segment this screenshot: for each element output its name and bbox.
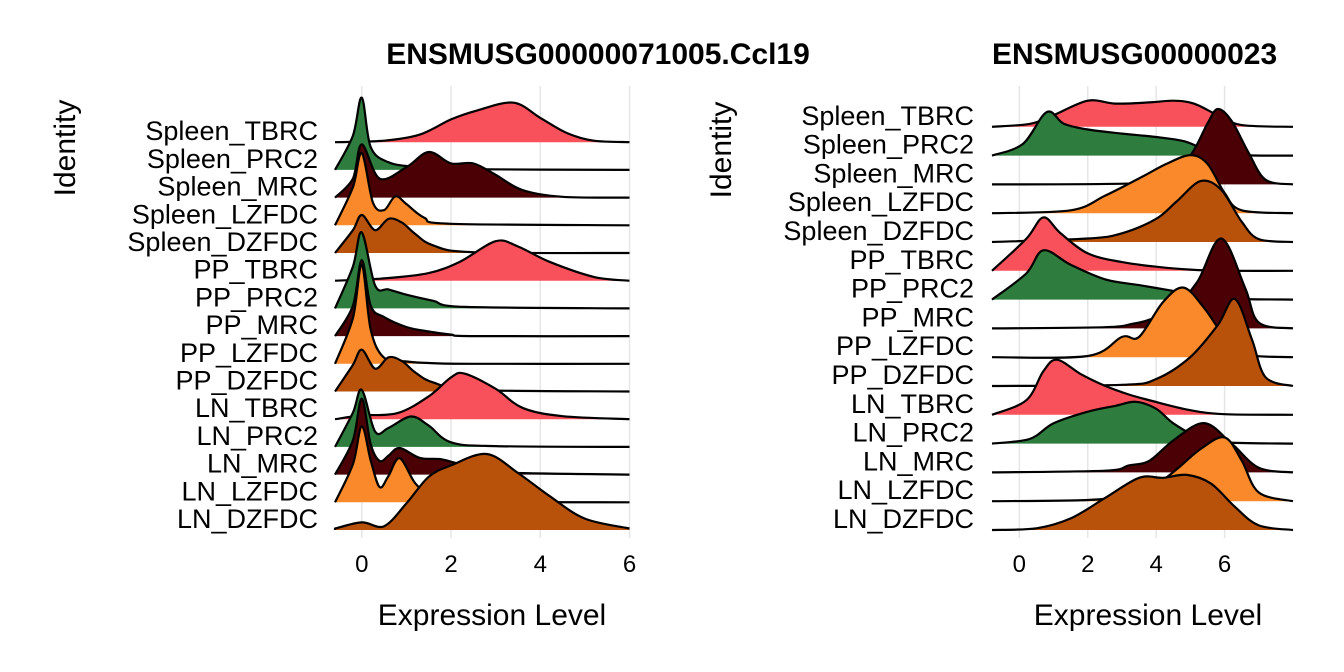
ridge-outline	[334, 213, 630, 255]
ridge-Spleen_MRC	[992, 108, 1293, 185]
ridge-outline	[991, 473, 1294, 532]
category-label: Spleen_PRC2	[803, 130, 974, 160]
category-label: Spleen_PRC2	[147, 144, 318, 174]
ridge-outline	[334, 371, 630, 421]
x-tick-label: 6	[1218, 551, 1231, 578]
x-tick-label: 2	[444, 551, 457, 578]
category-label: Spleen_TBRC	[145, 116, 318, 146]
category-label: Spleen_LZFDC	[132, 199, 318, 229]
category-label: PP_PRC2	[195, 282, 318, 312]
y-axis-label: Identity	[705, 102, 738, 199]
category-label: Spleen_DZFDC	[783, 216, 974, 246]
ridge-outline	[333, 231, 630, 310]
ridge-Spleen_PRC2	[992, 111, 1293, 156]
ridge-Spleen_DZFDC	[992, 180, 1293, 242]
ridge-outline	[991, 297, 1294, 388]
category-label: Spleen_LZFDC	[788, 187, 974, 217]
category-label: LN_PRC2	[852, 418, 974, 448]
ridge-outline	[991, 358, 1294, 416]
second-gene-panel: LN_DZFDCLN_LZFDCLN_MRCLN_PRC2LN_TBRCPP_D…	[705, 38, 1294, 632]
ridge-PP_TBRC	[992, 217, 1293, 271]
category-label: LN_TBRC	[851, 389, 974, 419]
ridge-PP_DZFDC	[335, 349, 630, 392]
x-tick-label: 6	[623, 551, 636, 578]
category-label: LN_MRC	[207, 449, 318, 479]
category-label: LN_TBRC	[195, 393, 318, 423]
category-label: PP_DZFDC	[831, 360, 974, 390]
ridge-LN_TBRC	[992, 359, 1293, 415]
ridge-LN_PRC2	[335, 389, 630, 447]
ridge-outline	[334, 101, 630, 144]
ridge-outline	[334, 239, 630, 282]
ridge-LN_DZFDC	[335, 453, 630, 530]
category-label: LN_LZFDC	[181, 476, 318, 506]
x-tick-label: 0	[1013, 551, 1026, 578]
x-tick-label: 4	[1150, 551, 1163, 578]
ridge-outline	[334, 151, 630, 227]
ridge-LN_DZFDC	[992, 474, 1293, 530]
ridge-LN_PRC2	[992, 401, 1293, 444]
ridge-outline	[991, 179, 1294, 244]
category-label: PP_PRC2	[851, 274, 974, 304]
category-label: Spleen_MRC	[813, 158, 974, 188]
chart-title: ENSMUSG00000071005.Ccl19	[386, 38, 810, 71]
chart-title: ENSMUSG00000023	[992, 38, 1277, 71]
category-label: LN_DZFDC	[833, 504, 974, 534]
ridge-PP_PRC2	[992, 250, 1293, 300]
category-label: PP_MRC	[861, 302, 974, 332]
y-axis-label: Identity	[49, 100, 82, 197]
ridge-LN_MRC	[335, 398, 630, 475]
category-label: PP_LZFDC	[836, 331, 974, 361]
x-axis-label: Expression Level	[1034, 599, 1262, 632]
ridge-PP_TBRC	[335, 240, 630, 281]
x-tick-label: 0	[355, 551, 368, 578]
category-label: PP_LZFDC	[180, 338, 318, 368]
category-label: Spleen_TBRC	[801, 101, 974, 131]
ccl19-panel: LN_DZFDCLN_LZFDCLN_MRCLN_PRC2LN_TBRCPP_D…	[49, 38, 810, 632]
category-label: Spleen_DZFDC	[127, 227, 318, 257]
ridge-outline	[334, 388, 630, 448]
category-label: PP_TBRC	[849, 245, 974, 275]
category-label: PP_DZFDC	[175, 366, 318, 396]
ridge-outline	[333, 452, 630, 530]
category-label: LN_MRC	[863, 446, 974, 476]
category-label: PP_MRC	[205, 310, 318, 340]
ridge-LN_TBRC	[335, 372, 630, 420]
ridge-LN_LZFDC	[992, 437, 1293, 502]
x-tick-label: 4	[534, 551, 547, 578]
ridge-outline	[991, 421, 1294, 474]
category-label: LN_PRC2	[196, 421, 318, 451]
x-axis-label: Expression Level	[378, 599, 606, 632]
ridge-Spleen_TBRC	[335, 102, 630, 143]
category-label: Spleen_MRC	[157, 172, 318, 202]
category-label: LN_DZFDC	[177, 504, 318, 534]
category-label: PP_TBRC	[193, 255, 318, 285]
ridge-LN_LZFDC	[335, 426, 630, 503]
ridge-PP_DZFDC	[992, 298, 1293, 386]
ridge-outline	[334, 143, 630, 199]
category-label: LN_LZFDC	[837, 475, 974, 505]
x-tick-label: 2	[1081, 551, 1094, 578]
ridge-PP_MRC	[992, 238, 1293, 329]
ridge-Spleen_MRC	[335, 144, 630, 198]
ridge-Spleen_DZFDC	[335, 215, 630, 254]
